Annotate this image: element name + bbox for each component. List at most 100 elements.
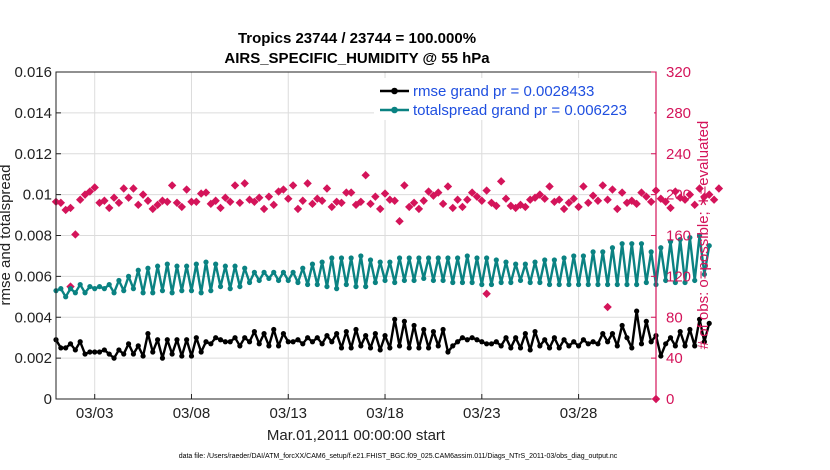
totalspread-point — [184, 263, 190, 269]
totalspread-point — [546, 281, 553, 288]
totalspread-point — [275, 277, 282, 284]
legend-box — [374, 78, 654, 120]
obs-evaluated-point — [472, 192, 482, 201]
totalspread-point — [343, 281, 349, 288]
obs-evaluated-point — [230, 181, 240, 190]
rmse-point — [624, 335, 630, 341]
rmse-point — [72, 347, 78, 353]
obs-evaluated-point — [424, 187, 433, 196]
totalspread-point — [561, 255, 567, 261]
obs-evaluated-point — [366, 199, 375, 209]
rmse-point — [87, 349, 93, 355]
obs-evaluated-point — [375, 204, 385, 214]
obs-evaluated-point — [211, 196, 220, 205]
obs-evaluated-point — [134, 200, 143, 210]
rmse-point — [309, 339, 316, 345]
rmse-point — [629, 345, 635, 351]
totalspread-point — [237, 283, 243, 290]
rmse-point — [198, 349, 204, 355]
obs-evaluated-point — [105, 203, 114, 213]
totalspread-point — [232, 263, 238, 269]
obs-evaluated-point — [201, 188, 211, 197]
totalspread-point — [701, 271, 707, 277]
obs-evaluated-point — [346, 188, 356, 197]
totalspread-point — [513, 261, 519, 267]
y-right-tick-label: 320 — [666, 64, 691, 81]
rmse-point — [614, 343, 620, 349]
totalspread-point — [464, 253, 470, 259]
totalspread-point — [479, 281, 485, 288]
totalspread-point — [135, 267, 141, 273]
y-left-tick-label: 0 — [44, 391, 52, 408]
obs-evaluated-point — [167, 181, 177, 190]
rmse-point — [416, 345, 422, 351]
obs-evaluated-point — [419, 196, 428, 205]
rmse-point — [687, 326, 693, 333]
obs-evaluated-point — [559, 204, 569, 214]
footnote: data file: /Users/raeder/DAI/ATM_forcXX/… — [179, 453, 618, 460]
rmse-point — [367, 345, 374, 351]
totalspread-point — [416, 255, 422, 261]
obs-evaluated-point — [298, 196, 307, 205]
totalspread-point — [92, 286, 98, 292]
rmse-point — [508, 345, 514, 351]
totalspread-point — [493, 257, 499, 263]
rmse-point — [396, 343, 403, 349]
rmse-point — [580, 337, 587, 343]
obs-evaluated-point — [129, 184, 138, 193]
rmse-point — [455, 339, 461, 345]
x-tick-label: 03/28 — [560, 405, 598, 422]
obs-evaluated-point — [675, 193, 685, 202]
rmse-point — [155, 337, 161, 343]
obs-evaluated-point — [564, 198, 574, 207]
rmse-point — [227, 339, 233, 345]
totalspread-point — [358, 253, 364, 259]
rmse-point — [421, 326, 427, 333]
totalspread-point — [663, 277, 669, 284]
totalspread-point — [348, 255, 354, 261]
obs-evaluated-point — [90, 183, 99, 192]
totalspread-point — [319, 259, 325, 265]
totalspread-point — [203, 259, 209, 265]
totalspread-point — [692, 277, 698, 284]
rmse-point — [387, 345, 393, 351]
rmse-point — [208, 341, 214, 347]
totalspread-point — [542, 257, 548, 263]
rmse-point — [348, 345, 354, 351]
rmse-point — [706, 320, 712, 326]
rmse-point — [638, 341, 645, 347]
totalspread-point — [566, 281, 572, 288]
rmse-point — [643, 318, 649, 324]
totalspread-point — [667, 239, 674, 245]
obs-evaluated-point — [685, 190, 695, 199]
totalspread-point — [508, 279, 514, 286]
totalspread-point — [556, 281, 562, 288]
rmse-point — [242, 335, 248, 341]
obs-evaluated-point — [177, 202, 187, 212]
obs-evaluated-point — [303, 179, 312, 188]
chart-title-line1: Tropics 23744 / 23744 = 100.000% — [238, 30, 476, 47]
y-right-tick-label: 160 — [666, 228, 691, 245]
obs-evaluated-point — [56, 198, 66, 207]
rmse-point — [164, 337, 170, 343]
obs-evaluated-point — [414, 204, 424, 214]
totalspread-point — [687, 234, 693, 241]
obs-evaluated-point — [255, 193, 264, 202]
rmse-point — [667, 335, 674, 341]
totalspread-point — [285, 277, 291, 284]
totalspread-point — [300, 265, 306, 271]
obs-evaluated-point — [322, 184, 332, 193]
rmse-point — [130, 351, 137, 357]
rmse-point — [58, 345, 64, 351]
totalspread-point — [532, 259, 538, 265]
obs-evaluated-point — [555, 195, 564, 204]
obs-evaluated-point — [138, 190, 148, 199]
obs-evaluated-point — [584, 198, 593, 207]
rmse-point — [459, 335, 466, 341]
totalspread-point — [309, 261, 316, 267]
obs-evaluated-point — [409, 198, 419, 207]
totalspread-point — [527, 279, 533, 286]
obs-evaluated-point — [148, 204, 157, 214]
rmse-point — [474, 337, 480, 343]
